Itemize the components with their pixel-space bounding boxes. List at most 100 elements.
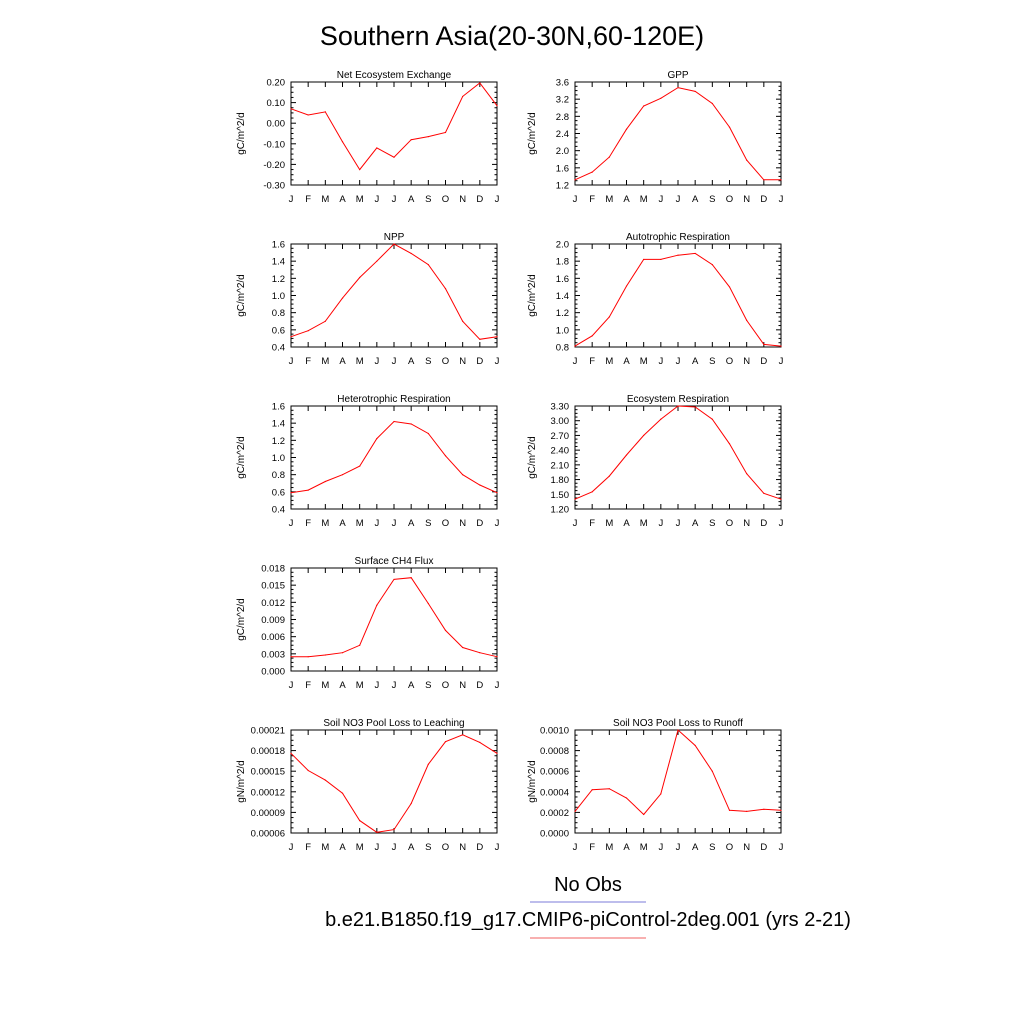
x-tick-label: A — [623, 194, 630, 205]
x-tick-label: D — [760, 842, 767, 853]
data-point — [427, 432, 429, 435]
data-point — [496, 492, 498, 494]
data-point — [444, 131, 447, 134]
x-tick-label: M — [321, 518, 329, 529]
x-tick-label: M — [356, 842, 364, 853]
panel-title: Net Ecosystem Exchange — [337, 70, 452, 81]
data-point — [591, 491, 593, 493]
x-tick-label: F — [589, 356, 595, 367]
x-tick-label: N — [459, 680, 466, 691]
data-point — [711, 418, 713, 420]
x-tick-label: S — [709, 518, 715, 529]
x-tick-label: F — [305, 356, 311, 367]
data-point — [341, 141, 344, 143]
x-tick-label: D — [476, 194, 483, 205]
y-tick-label: 1.0 — [272, 291, 285, 302]
panel-title: Ecosystem Respiration — [627, 394, 729, 405]
x-tick-label: J — [392, 194, 397, 205]
y-tick-label: 0.0002 — [540, 808, 569, 819]
data-point — [410, 252, 412, 255]
y-tick-label: 0.6 — [272, 325, 285, 336]
data-point — [376, 831, 378, 833]
data-point — [444, 741, 447, 743]
data-point — [574, 179, 576, 181]
y-tick-label: 0.012 — [261, 598, 285, 609]
data-point — [728, 443, 731, 445]
data-point — [341, 652, 344, 654]
x-tick-label: M — [605, 842, 613, 853]
x-tick-label: M — [640, 194, 648, 205]
x-tick-label: F — [305, 194, 311, 205]
data-point — [410, 423, 412, 425]
chart-panels: Net Ecosystem Exchange -0.30 -0.20 -0.10 0.0… — [236, 70, 784, 853]
x-tick-label: J — [573, 518, 578, 529]
x-tick-label: J — [658, 194, 663, 205]
data-point — [711, 264, 713, 266]
x-tick-label: A — [339, 194, 346, 205]
data-point — [591, 789, 593, 791]
y-axis-label: gC/m^2/d — [236, 274, 247, 317]
data-point — [608, 316, 610, 318]
data-point — [479, 484, 481, 486]
x-tick-label: J — [495, 518, 500, 529]
y-axis-label: gC/m^2/d — [236, 436, 247, 479]
data-point — [711, 770, 713, 772]
x-tick-label: N — [743, 356, 750, 367]
y-tick-label: 0.0006 — [540, 767, 569, 778]
x-tick-label: J — [676, 842, 681, 853]
data-point — [643, 258, 645, 261]
x-tick-label: N — [459, 842, 466, 853]
panel-title: GPP — [667, 70, 688, 81]
data-point — [625, 128, 628, 130]
data-point — [479, 338, 481, 340]
x-tick-label: A — [623, 842, 630, 853]
data-point — [643, 813, 645, 816]
x-tick-label: M — [321, 356, 329, 367]
x-tick-label: D — [476, 356, 483, 367]
data-point — [307, 330, 309, 332]
y-tick-label: 0.009 — [261, 615, 285, 626]
x-tick-label: J — [392, 680, 397, 691]
y-tick-label: 0.000 — [261, 667, 285, 678]
data-point — [427, 264, 429, 266]
x-tick-label: M — [640, 842, 648, 853]
data-point — [608, 475, 610, 477]
data-point — [694, 406, 696, 408]
x-tick-label: O — [442, 680, 449, 691]
y-tick-label: 0.00021 — [251, 726, 285, 737]
x-tick-label: A — [692, 518, 699, 529]
y-tick-label: 1.4 — [556, 291, 569, 302]
data-point — [462, 95, 464, 98]
y-tick-label: 0.0004 — [540, 787, 569, 798]
series-line — [290, 420, 498, 494]
x-tick-label: F — [305, 842, 311, 853]
series-line — [574, 252, 782, 347]
data-point — [763, 179, 765, 181]
y-tick-label: 0.003 — [261, 649, 285, 660]
x-tick-label: A — [339, 518, 346, 529]
data-point — [427, 135, 429, 138]
x-tick-label: J — [495, 194, 500, 205]
data-point — [324, 320, 326, 322]
x-tick-label: N — [743, 842, 750, 853]
data-point — [444, 629, 447, 631]
x-tick-label: F — [305, 518, 311, 529]
x-tick-label: J — [495, 356, 500, 367]
x-tick-label: J — [495, 680, 500, 691]
x-tick-label: J — [374, 680, 379, 691]
x-tick-label: J — [289, 842, 294, 853]
panel-title: Soil NO3 Pool Loss to Runoff — [613, 718, 743, 729]
x-tick-label: M — [321, 842, 329, 853]
x-tick-label: J — [658, 842, 663, 853]
x-tick-label: O — [442, 356, 449, 367]
data-point — [307, 489, 309, 491]
y-tick-label: 0.00 — [267, 119, 286, 130]
x-tick-label: N — [743, 194, 750, 205]
y-tick-label: 0.10 — [267, 98, 286, 109]
data-point — [746, 319, 748, 321]
x-tick-label: A — [339, 842, 346, 853]
x-tick-label: J — [676, 518, 681, 529]
y-tick-label: 0.4 — [272, 343, 285, 354]
data-point — [410, 802, 412, 805]
